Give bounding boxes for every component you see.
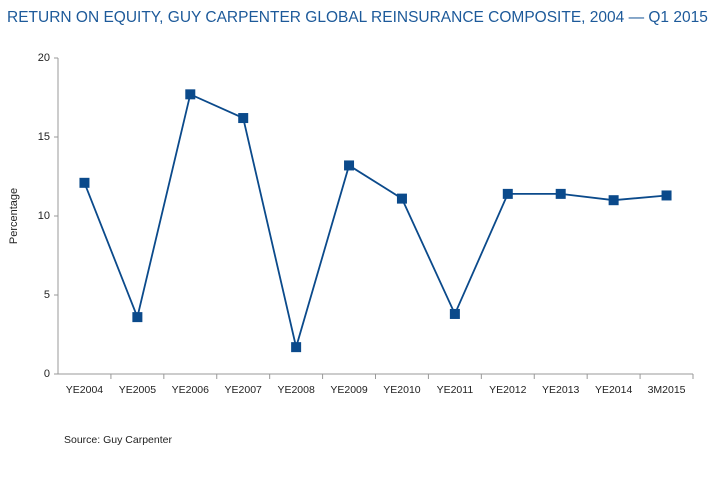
data-marker (344, 160, 355, 171)
y-tick-label: 10 (38, 210, 50, 222)
x-tick-label: YE2009 (330, 384, 368, 396)
series-line (83, 93, 667, 351)
y-tick-label: 0 (44, 368, 50, 380)
x-tick-label: YE2008 (277, 384, 315, 396)
data-marker (132, 312, 143, 323)
x-tick-label: YE2012 (489, 384, 527, 396)
data-marker (449, 308, 460, 319)
data-marker (502, 188, 513, 199)
y-tick-label: 20 (38, 52, 50, 64)
source-note: Source: Guy Carpenter (64, 434, 172, 446)
y-tick-label: 5 (44, 289, 50, 301)
data-marker (555, 188, 566, 199)
data-marker (291, 342, 302, 353)
x-tick-label: YE2006 (172, 384, 210, 396)
x-tick-label: YE2010 (383, 384, 421, 396)
data-marker (238, 113, 249, 124)
data-marker (185, 89, 196, 100)
x-tick-label: YE2013 (542, 384, 580, 396)
y-axis-label: Percentage (8, 188, 20, 244)
x-tick-label: 3M2015 (648, 384, 686, 396)
x-tick-label: YE2011 (437, 384, 474, 396)
data-marker (661, 190, 672, 201)
data-marker (608, 195, 619, 206)
y-tick-label: 15 (38, 131, 50, 143)
x-tick-label: YE2004 (66, 384, 104, 396)
data-marker (396, 193, 407, 204)
x-tick-label: YE2005 (119, 384, 157, 396)
data-marker (79, 177, 90, 188)
x-tick-label: YE2007 (225, 384, 263, 396)
chart-title: RETURN ON EQUITY, GUY CARPENTER GLOBAL R… (7, 9, 708, 26)
x-tick-label: YE2014 (595, 384, 633, 396)
